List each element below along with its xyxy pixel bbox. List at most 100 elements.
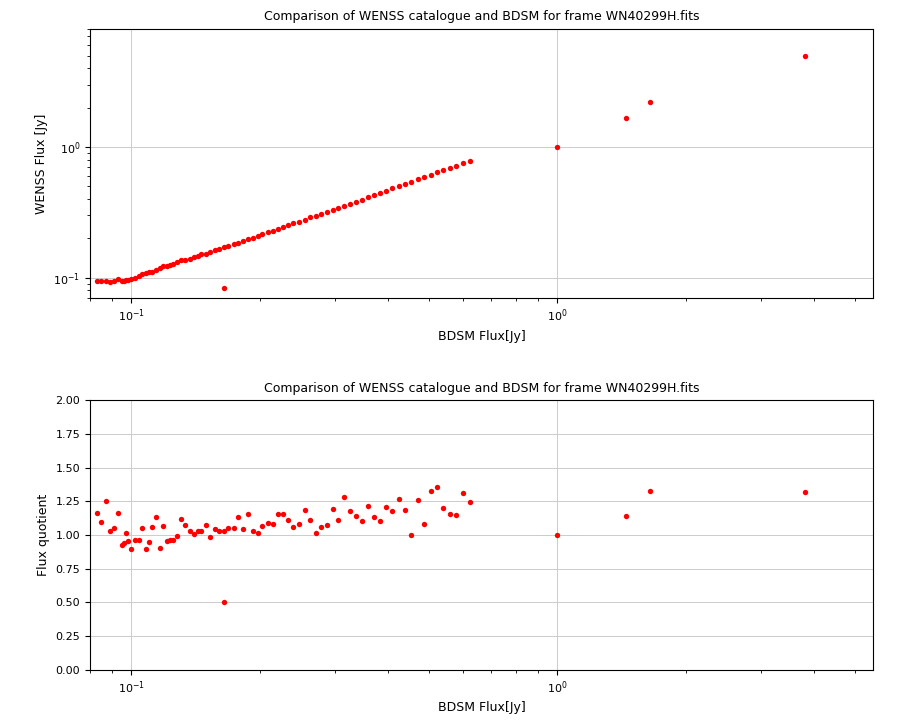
Point bbox=[166, 258, 180, 269]
Point bbox=[398, 178, 412, 189]
Point bbox=[119, 274, 133, 285]
Point bbox=[281, 220, 295, 231]
Point bbox=[417, 171, 431, 183]
Point bbox=[141, 536, 156, 547]
Point bbox=[331, 202, 346, 214]
Point bbox=[417, 518, 431, 530]
Point bbox=[338, 200, 352, 212]
Point bbox=[186, 251, 201, 262]
Point bbox=[199, 519, 213, 531]
Point bbox=[131, 270, 146, 282]
Point bbox=[643, 96, 657, 108]
Point bbox=[404, 529, 419, 541]
Point bbox=[139, 544, 153, 555]
Title: Comparison of WENSS catalogue and BDSM for frame WN40299H.fits: Comparison of WENSS catalogue and BDSM f… bbox=[264, 11, 699, 24]
Point bbox=[217, 597, 231, 608]
Point bbox=[255, 228, 269, 240]
Point bbox=[286, 521, 301, 533]
Point bbox=[619, 510, 634, 522]
Point bbox=[114, 539, 129, 551]
Point bbox=[94, 275, 108, 287]
X-axis label: BDSM Flux[Jy]: BDSM Flux[Jy] bbox=[437, 701, 526, 714]
Point bbox=[230, 237, 245, 248]
Point bbox=[94, 516, 108, 528]
Point bbox=[260, 227, 274, 238]
Point bbox=[314, 208, 328, 220]
Point bbox=[98, 276, 112, 287]
Point bbox=[162, 259, 176, 271]
Point bbox=[111, 507, 125, 518]
Point bbox=[141, 266, 156, 278]
Point bbox=[119, 528, 133, 539]
Point bbox=[436, 164, 451, 176]
Point bbox=[392, 493, 406, 505]
Point bbox=[246, 232, 260, 243]
Point bbox=[103, 526, 117, 537]
Point bbox=[797, 486, 812, 498]
Point bbox=[361, 500, 375, 512]
Point bbox=[128, 272, 142, 284]
Point bbox=[266, 225, 280, 237]
Point bbox=[98, 495, 112, 507]
Point bbox=[111, 273, 125, 284]
Point bbox=[153, 263, 167, 274]
Point bbox=[410, 495, 425, 506]
Point bbox=[292, 518, 306, 530]
Point bbox=[320, 206, 334, 217]
Point bbox=[124, 543, 139, 554]
Point bbox=[194, 248, 209, 260]
Point bbox=[455, 158, 470, 169]
Point bbox=[236, 235, 250, 246]
Point bbox=[208, 244, 222, 256]
Point bbox=[550, 529, 564, 541]
Point bbox=[449, 509, 464, 521]
Point bbox=[170, 256, 184, 268]
Y-axis label: Flux quotient: Flux quotient bbox=[37, 494, 50, 576]
Point bbox=[275, 221, 290, 233]
Point bbox=[148, 512, 163, 523]
Point bbox=[292, 216, 306, 228]
Point bbox=[236, 523, 250, 535]
Point bbox=[338, 491, 352, 503]
Point bbox=[297, 504, 311, 516]
Point bbox=[208, 523, 222, 535]
Point bbox=[174, 513, 188, 525]
Point bbox=[124, 273, 139, 284]
Point bbox=[355, 515, 369, 526]
Point bbox=[202, 246, 217, 258]
Point bbox=[271, 223, 285, 235]
Point bbox=[103, 276, 117, 288]
Point bbox=[429, 166, 444, 178]
Point bbox=[199, 248, 213, 259]
Point bbox=[367, 189, 382, 201]
Point bbox=[385, 183, 400, 194]
Point bbox=[221, 522, 236, 534]
Point bbox=[153, 542, 167, 554]
Point bbox=[410, 174, 425, 185]
X-axis label: BDSM Flux[Jy]: BDSM Flux[Jy] bbox=[437, 330, 526, 343]
Point bbox=[178, 254, 193, 266]
Point bbox=[148, 264, 163, 276]
Point bbox=[190, 526, 204, 537]
Point bbox=[463, 155, 477, 166]
Point bbox=[90, 507, 104, 518]
Point bbox=[374, 516, 388, 527]
Point bbox=[550, 141, 564, 153]
Point bbox=[326, 204, 340, 215]
Point bbox=[303, 212, 318, 223]
Point bbox=[128, 534, 142, 545]
Point bbox=[398, 505, 412, 516]
Point bbox=[643, 485, 657, 496]
Point bbox=[174, 254, 188, 266]
Point bbox=[186, 528, 201, 539]
Point bbox=[241, 233, 256, 245]
Point bbox=[145, 266, 159, 278]
Point bbox=[157, 261, 171, 272]
Point bbox=[135, 522, 149, 534]
Point bbox=[170, 530, 184, 541]
Point bbox=[250, 527, 265, 539]
Point bbox=[455, 487, 470, 499]
Point bbox=[331, 514, 346, 526]
Point bbox=[314, 522, 328, 534]
Point bbox=[392, 180, 406, 192]
